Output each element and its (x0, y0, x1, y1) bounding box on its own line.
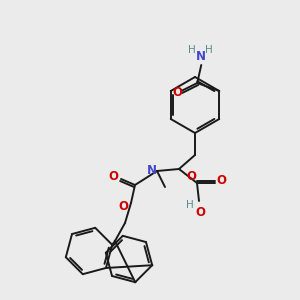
Text: O: O (172, 86, 182, 100)
Text: H: H (188, 45, 196, 55)
Text: N: N (196, 50, 206, 62)
Text: O: O (118, 200, 128, 214)
Text: H: H (206, 45, 213, 55)
Text: O: O (186, 170, 196, 184)
Text: H: H (186, 200, 194, 210)
Text: O: O (108, 170, 118, 184)
Text: N: N (147, 164, 157, 178)
Text: O: O (216, 175, 226, 188)
Text: O: O (195, 206, 205, 218)
